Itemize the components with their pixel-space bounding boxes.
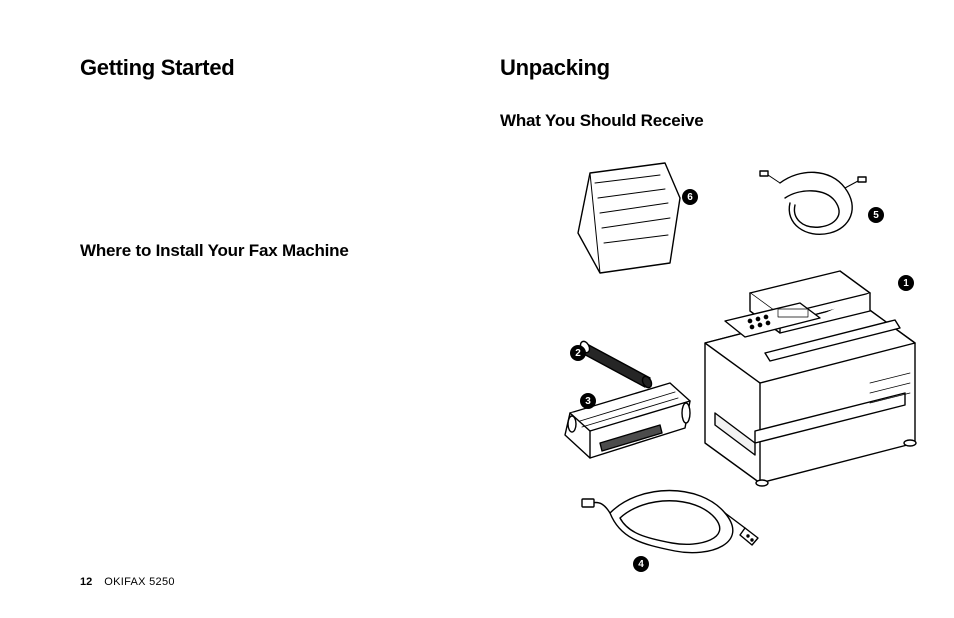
- line-art-svg: [500, 143, 930, 563]
- right-column: Unpacking What You Should Receive: [500, 55, 930, 563]
- left-subheading: Where to Install Your Fax Machine: [80, 241, 460, 261]
- callout-1: 1: [898, 275, 914, 291]
- callout-5: 5: [868, 207, 884, 223]
- document-stacker-icon: [578, 163, 680, 273]
- manual-page: Getting Started Where to Install Your Fa…: [0, 0, 954, 618]
- callout-3: 3: [580, 393, 596, 409]
- right-heading: Unpacking: [500, 55, 930, 81]
- right-subheading: What You Should Receive: [500, 111, 930, 131]
- toner-cartridge-icon: [579, 340, 654, 389]
- left-column: Getting Started Where to Install Your Fa…: [80, 55, 460, 563]
- left-heading: Getting Started: [80, 55, 460, 81]
- product-model: OKIFAX 5250: [104, 576, 175, 588]
- power-cord-icon: [582, 491, 758, 553]
- callout-2: 2: [570, 345, 586, 361]
- callout-6: 6: [682, 189, 698, 205]
- callout-4: 4: [633, 556, 649, 572]
- page-footer: 12 OKIFAX 5250: [80, 576, 175, 588]
- fax-machine-icon: [705, 271, 916, 486]
- telephone-cord-icon: [760, 171, 866, 234]
- two-column-layout: Getting Started Where to Install Your Fa…: [80, 55, 894, 563]
- unpacking-illustration: 6 5 1 2 3 4: [500, 143, 930, 563]
- page-number: 12: [80, 576, 92, 588]
